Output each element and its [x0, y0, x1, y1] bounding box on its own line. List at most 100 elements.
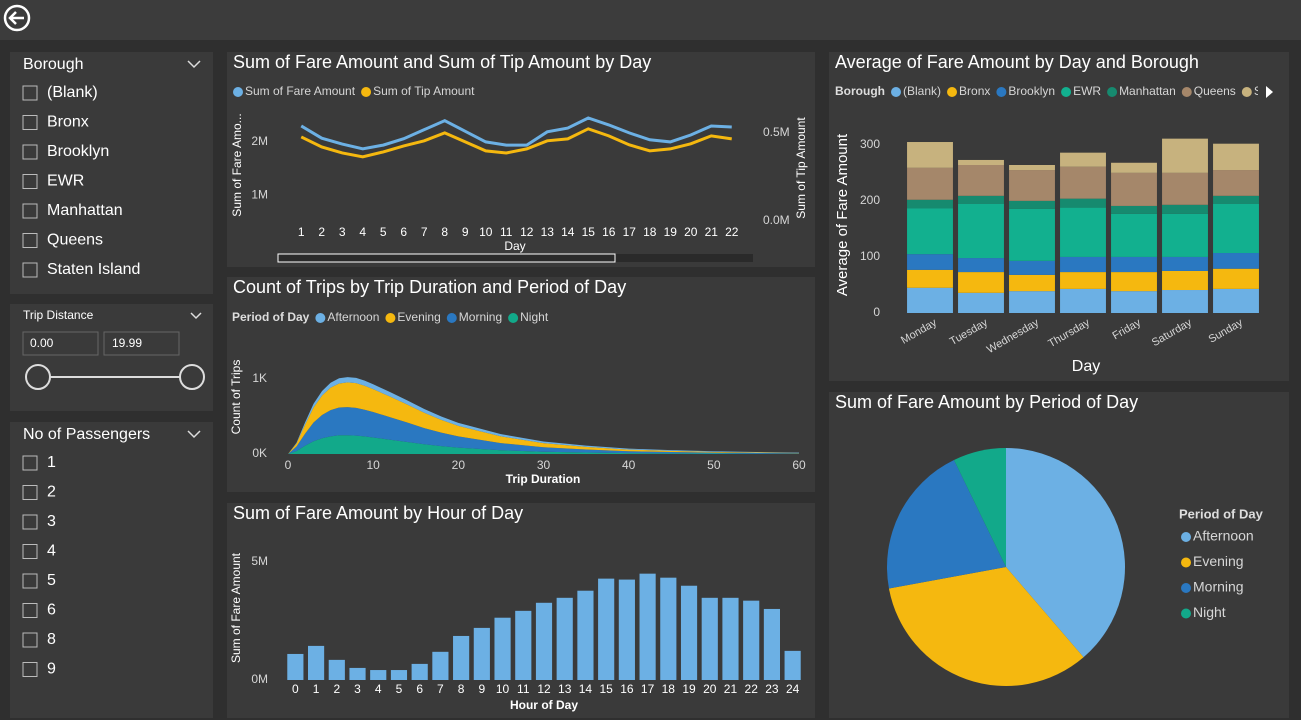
bar-segment: [1213, 203, 1259, 254]
bar-segment: [1111, 172, 1157, 206]
x-tick-label: 16: [602, 225, 616, 239]
x-tick-label: 10: [496, 682, 510, 696]
x-tick-label: 7: [437, 682, 444, 696]
chevron[interactable]: [187, 60, 201, 69]
checkbox[interactable]: [22, 233, 38, 248]
scrollbar[interactable]: [278, 254, 753, 262]
slider-handle[interactable]: [179, 364, 205, 390]
x-tick-label: 4: [359, 225, 366, 239]
line: [300, 127, 732, 159]
slicer-title: Trip Distance: [23, 308, 94, 322]
checkbox[interactable]: [22, 85, 38, 101]
legend-marker: [385, 313, 396, 323]
legend-label: Sum of Tip Amount: [373, 84, 475, 98]
legend-marker: [1181, 583, 1191, 593]
legend-label: Night: [520, 310, 549, 324]
legend-label: Queens: [1194, 84, 1236, 98]
legend-label: Morning: [1193, 579, 1244, 595]
area: [288, 435, 799, 454]
x-tick-label: 1: [298, 225, 305, 239]
checkbox[interactable]: [22, 174, 38, 189]
slider-handle[interactable]: [25, 364, 51, 390]
x-tick-label: 0: [285, 458, 292, 472]
slicer-item: 9: [47, 661, 56, 678]
slicer-item: Bronx: [47, 114, 89, 131]
back-button[interactable]: [3, 4, 31, 32]
x-tick-label: 60: [792, 458, 806, 472]
y-tick-label: 1K: [252, 371, 267, 385]
area: [288, 382, 799, 454]
checkbox[interactable]: [22, 115, 38, 130]
legend-marker: [508, 313, 519, 323]
y-tick-label: 0M: [251, 672, 268, 686]
chevron[interactable]: [187, 430, 201, 439]
x-tick-label: 0: [292, 682, 299, 696]
legend-marker: [446, 313, 457, 323]
legend-title: Borough: [835, 84, 885, 98]
checkbox[interactable]: [22, 203, 38, 219]
bar: [639, 573, 656, 680]
checkbox[interactable]: [22, 573, 38, 589]
x-tick-label: 14: [561, 225, 575, 239]
checkbox[interactable]: [22, 485, 38, 500]
bar: [722, 597, 739, 680]
chart-title: Count of Trips by Trip Duration and Peri…: [233, 277, 626, 297]
checkbox[interactable]: [22, 455, 38, 471]
x-tick-label: 17: [641, 682, 655, 696]
bar: [763, 608, 781, 680]
checkbox[interactable]: [22, 632, 38, 648]
checkbox[interactable]: [22, 262, 38, 278]
bar-segment: [1009, 291, 1055, 313]
chevron[interactable]: [190, 312, 202, 320]
range-input[interactable]: [22, 331, 99, 356]
bar-segment: [907, 269, 953, 288]
x-tick-label: 30: [537, 458, 551, 472]
bar-segment: [1009, 200, 1055, 209]
bar-segment: [1060, 288, 1106, 313]
checkbox[interactable]: [22, 144, 38, 160]
scrollbar-thumb[interactable]: [277, 253, 616, 263]
checkbox[interactable]: [22, 662, 38, 677]
y-tick-label: 5M: [251, 554, 268, 568]
bar-segment: [907, 199, 953, 209]
bar: [307, 645, 325, 680]
legend-next[interactable]: [1266, 86, 1273, 98]
bar-segment: [958, 292, 1004, 313]
checkbox[interactable]: [22, 603, 38, 618]
checkbox[interactable]: [22, 514, 38, 530]
bar: [411, 663, 428, 680]
bar: [743, 600, 760, 680]
y-tick-label: 300: [860, 137, 880, 151]
x-tick-label: 5: [380, 225, 387, 239]
legend-label: Night: [1193, 604, 1226, 620]
slicer-panel: [10, 304, 213, 411]
bar: [287, 653, 304, 680]
x-tick-label: 5: [396, 682, 403, 696]
slicer-item: 4: [47, 543, 56, 560]
x-tick-label: 8: [458, 682, 465, 696]
pie-slice: [888, 567, 1084, 686]
bar-segment: [1213, 143, 1259, 171]
slicer-item: (Blank): [47, 84, 98, 101]
bar-segment: [1213, 268, 1259, 289]
x-tick-label: 24: [786, 682, 800, 696]
bar-segment: [1060, 152, 1106, 167]
legend-marker: [891, 87, 901, 97]
legend-title: Period of Day: [232, 310, 310, 324]
bar-segment: [958, 195, 1004, 204]
bar: [370, 670, 387, 680]
legend-marker: [1181, 557, 1191, 568]
x-tick-label: 3: [354, 682, 361, 696]
checkbox[interactable]: [22, 544, 38, 559]
x-tick-label: 22: [745, 682, 759, 696]
x-tick-label: 9: [462, 225, 469, 239]
slicer-item: 6: [47, 602, 56, 619]
y-axis-title: Sum of Fare Amo...: [230, 113, 244, 216]
range-input[interactable]: [103, 331, 180, 356]
bar: [660, 577, 677, 680]
slicer-item: 3: [47, 513, 56, 530]
bar-segment: [1162, 172, 1208, 205]
y2-tick-label: 0.0M: [763, 213, 790, 227]
x-tick-label: 6: [400, 225, 407, 239]
bar: [577, 590, 594, 680]
